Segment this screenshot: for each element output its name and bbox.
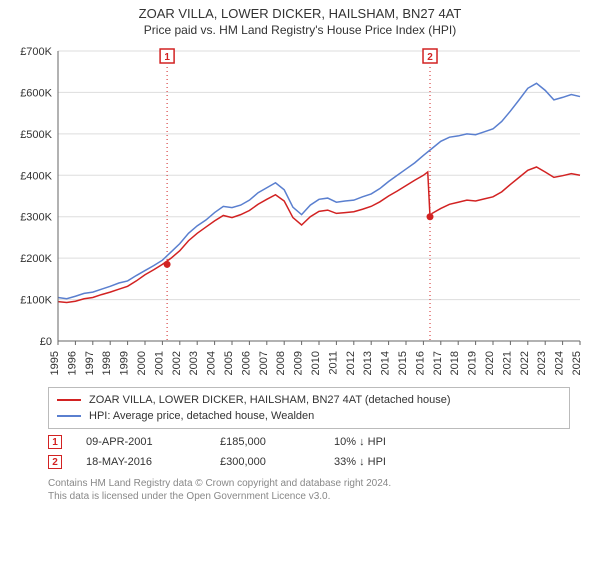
sale-price: £185,000 [220,436,310,448]
legend-item: ZOAR VILLA, LOWER DICKER, HAILSHAM, BN27… [57,392,561,408]
x-tick-label: 2007 [258,351,270,375]
x-tick-label: 2022 [519,351,531,375]
x-tick-label: 1996 [66,351,78,375]
x-tick-label: 1997 [84,351,96,375]
sale-row-marker: 1 [48,435,62,449]
x-tick-label: 2006 [240,351,252,375]
title-block: ZOAR VILLA, LOWER DICKER, HAILSHAM, BN27… [0,6,600,37]
x-tick-label: 2000 [136,351,148,375]
x-tick-label: 2016 [414,351,426,375]
y-tick-label: £300K [20,212,52,224]
sale-dot [427,213,434,220]
x-tick-label: 2021 [501,351,513,375]
series-price_paid [58,167,580,302]
sale-row: 2 18-MAY-2016 £300,000 33% ↓ HPI [48,455,570,469]
x-tick-label: 2025 [571,351,583,375]
x-tick-label: 2011 [327,351,339,375]
x-tick-label: 2017 [432,351,444,375]
y-tick-label: £600K [20,87,52,99]
sale-marker-number: 2 [427,52,433,63]
sale-dot [164,261,171,268]
y-tick-label: £0 [40,336,52,348]
x-tick-label: 2009 [293,351,305,375]
x-tick-label: 2010 [310,351,322,375]
x-tick-label: 2019 [467,351,479,375]
sale-row: 1 09-APR-2001 £185,000 10% ↓ HPI [48,435,570,449]
x-tick-label: 2013 [362,351,374,375]
line-chart-svg: £0 £100K £200K £300K £400K £500K £600K £700K 199… [10,43,590,383]
footer-line-1: Contains HM Land Registry data © Crown c… [48,477,570,490]
sale-delta: 10% ↓ HPI [334,436,386,448]
chart-title: ZOAR VILLA, LOWER DICKER, HAILSHAM, BN27… [0,6,600,21]
y-tick-label: £100K [20,295,52,307]
x-tick-label: 2002 [171,351,183,375]
footer-attribution: Contains HM Land Registry data © Crown c… [48,477,570,503]
y-tick-label: £200K [20,253,52,265]
legend-item: HPI: Average price, detached house, Weal… [57,408,561,424]
chart-subtitle: Price paid vs. HM Land Registry's House … [0,23,600,37]
legend-swatch [57,399,81,401]
sale-date: 18-MAY-2016 [86,456,196,468]
chart-area: £0 £100K £200K £300K £400K £500K £600K £700K 199… [10,43,590,383]
x-tick-label: 1998 [101,351,113,375]
footer-line-2: This data is licensed under the Open Gov… [48,490,570,503]
x-tick-label: 2020 [484,351,496,375]
x-tick-label: 2008 [275,351,287,375]
sale-row-marker: 2 [48,455,62,469]
legend-swatch [57,415,81,417]
legend-label: HPI: Average price, detached house, Weal… [89,410,314,422]
x-tick-label: 2004 [206,351,218,375]
x-tick-label: 1995 [49,351,61,375]
x-tick-label: 2001 [153,351,165,375]
x-tick-label: 2014 [380,351,392,375]
legend-label: ZOAR VILLA, LOWER DICKER, HAILSHAM, BN27… [89,394,451,406]
sale-delta: 33% ↓ HPI [334,456,386,468]
x-tick-label: 1999 [119,351,131,375]
y-tick-label: £400K [20,170,52,182]
sale-date: 09-APR-2001 [86,436,196,448]
y-tick-label: £700K [20,46,52,58]
sale-price: £300,000 [220,456,310,468]
x-tick-label: 2018 [449,351,461,375]
x-tick-label: 2024 [554,351,566,375]
x-tick-label: 2003 [188,351,200,375]
y-tick-label: £500K [20,129,52,141]
legend-box: ZOAR VILLA, LOWER DICKER, HAILSHAM, BN27… [48,387,570,429]
x-tick-label: 2005 [223,351,235,375]
x-tick-label: 2012 [345,351,357,375]
sale-marker-number: 1 [164,52,170,63]
sales-block: 1 09-APR-2001 £185,000 10% ↓ HPI 2 18-MAY-201… [0,435,600,469]
x-tick-label: 2023 [536,351,548,375]
x-tick-label: 2015 [397,351,409,375]
